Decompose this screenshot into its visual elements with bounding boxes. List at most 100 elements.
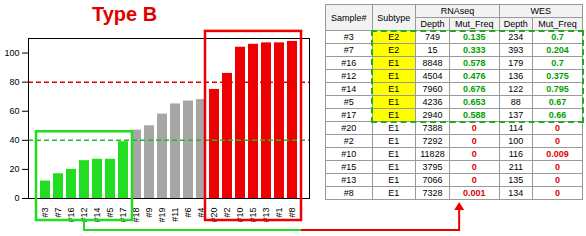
html-text:#13: #13 bbox=[341, 175, 357, 185]
html-text:0.333: 0.333 bbox=[463, 45, 486, 55]
html-text:15: 15 bbox=[427, 45, 438, 55]
html-text:E1: E1 bbox=[388, 175, 400, 185]
html-text:88: 88 bbox=[510, 97, 521, 107]
html-text:0: 0 bbox=[555, 123, 560, 133]
html-text:#14: #14 bbox=[341, 84, 357, 94]
html-text:Mut_Freq: Mut_Freq bbox=[538, 19, 577, 29]
html-text:0.676: 0.676 bbox=[463, 84, 486, 94]
html-text:0: 0 bbox=[471, 175, 477, 185]
html-text:RNAseq: RNAseq bbox=[440, 6, 475, 16]
html-text:Depth: Depth bbox=[503, 19, 528, 29]
html-text:#20: #20 bbox=[341, 123, 357, 133]
svg-text:#4: #4 bbox=[196, 207, 207, 218]
svg-text:#7: #7 bbox=[53, 208, 63, 218]
html-text:7388: 7388 bbox=[422, 123, 443, 133]
html-text:E1: E1 bbox=[388, 123, 400, 133]
html-text:114: 114 bbox=[508, 123, 523, 133]
html-text:749: 749 bbox=[424, 32, 440, 42]
svg-text:#1: #1 bbox=[274, 208, 284, 218]
svg-text:60: 60 bbox=[9, 106, 19, 116]
svg-text:#11: #11 bbox=[170, 208, 180, 222]
html-text:Sample#: Sample# bbox=[331, 12, 367, 23]
html-text:0: 0 bbox=[471, 162, 477, 172]
html-text:0.7: 0.7 bbox=[551, 58, 564, 68]
html-text:135: 135 bbox=[508, 175, 524, 185]
html-text:#3: #3 bbox=[343, 32, 354, 42]
html-text:E2: E2 bbox=[388, 45, 400, 55]
html-text:#2: #2 bbox=[343, 136, 354, 146]
html-text:4504: 4504 bbox=[422, 71, 443, 81]
html-text:Mut_Freq: Mut_Freq bbox=[455, 19, 494, 29]
html-text:#12: #12 bbox=[341, 71, 357, 81]
svg-text:80: 80 bbox=[9, 77, 19, 87]
html-text:122: 122 bbox=[508, 84, 524, 94]
html-text:#17: #17 bbox=[341, 110, 357, 120]
svg-text:#5: #5 bbox=[105, 208, 115, 218]
html-text:WES: WES bbox=[530, 6, 552, 16]
html-text:E1: E1 bbox=[388, 188, 400, 198]
html-text:0: 0 bbox=[471, 136, 477, 146]
html-text:0.653: 0.653 bbox=[463, 97, 486, 107]
html-text:136: 136 bbox=[508, 71, 524, 81]
html-text:100: 100 bbox=[508, 136, 524, 146]
html-text:E1: E1 bbox=[388, 71, 400, 81]
html-text:7292: 7292 bbox=[422, 136, 443, 146]
html-text:3795: 3795 bbox=[422, 162, 443, 172]
html-text:0.009: 0.009 bbox=[546, 149, 569, 159]
html-text:0.204: 0.204 bbox=[546, 45, 569, 55]
svg-text:40: 40 bbox=[9, 135, 19, 145]
html-text:E1: E1 bbox=[388, 136, 400, 146]
html-text:0.67: 0.67 bbox=[548, 97, 567, 107]
html-text:#15: #15 bbox=[341, 162, 357, 172]
html-text:0.795: 0.795 bbox=[546, 84, 569, 94]
html-text:7960: 7960 bbox=[422, 84, 443, 94]
html-text:E2: E2 bbox=[388, 32, 400, 42]
html-text:E1: E1 bbox=[388, 110, 400, 120]
html-text:4236: 4236 bbox=[422, 97, 443, 107]
svg-text:#6: #6 bbox=[183, 208, 193, 218]
html-text:E1: E1 bbox=[388, 162, 400, 172]
html-text:116: 116 bbox=[508, 149, 523, 159]
html-text:393: 393 bbox=[508, 45, 524, 55]
html-text:Type B: Type B bbox=[92, 3, 158, 25]
svg-text:20: 20 bbox=[9, 164, 19, 174]
svg-text:0: 0 bbox=[14, 193, 19, 203]
html-text:0: 0 bbox=[471, 123, 477, 133]
html-text:0.375: 0.375 bbox=[546, 71, 569, 81]
html-text:0.135: 0.135 bbox=[463, 32, 486, 42]
html-text:0.001: 0.001 bbox=[463, 188, 486, 198]
html-text:Subtype: Subtype bbox=[377, 12, 411, 23]
html-text:2940: 2940 bbox=[422, 110, 443, 120]
html-text:0.476: 0.476 bbox=[463, 71, 486, 81]
html-text:0: 0 bbox=[471, 149, 477, 159]
html-text:#16: #16 bbox=[341, 58, 357, 68]
svg-text:#9: #9 bbox=[144, 208, 154, 218]
html-text:Depth: Depth bbox=[420, 19, 445, 29]
html-text:11828: 11828 bbox=[420, 149, 445, 159]
html-text:234: 234 bbox=[508, 32, 524, 42]
svg-text:100: 100 bbox=[4, 48, 19, 58]
html-text:211: 211 bbox=[508, 162, 523, 172]
html-text:0.7: 0.7 bbox=[551, 32, 564, 42]
html-text:134: 134 bbox=[508, 188, 524, 198]
html-text:E1: E1 bbox=[388, 84, 400, 94]
html-text:E1: E1 bbox=[388, 149, 400, 159]
html-text:7328: 7328 bbox=[422, 188, 443, 198]
html-text:E1: E1 bbox=[388, 97, 400, 107]
html-text:0.66: 0.66 bbox=[548, 110, 567, 120]
html-text:#8: #8 bbox=[343, 188, 354, 198]
html-text:0.578: 0.578 bbox=[463, 58, 486, 68]
html-text:8848: 8848 bbox=[422, 58, 443, 68]
html-text:E1: E1 bbox=[388, 58, 400, 68]
html-text:#10: #10 bbox=[341, 149, 357, 159]
svg-text:#8: #8 bbox=[287, 208, 297, 218]
html-text:137: 137 bbox=[508, 110, 524, 120]
svg-text:#19: #19 bbox=[157, 208, 167, 223]
html-text:179: 179 bbox=[508, 58, 524, 68]
html-text:#5: #5 bbox=[343, 97, 354, 107]
html-text:#7: #7 bbox=[343, 45, 354, 55]
html-text:7066: 7066 bbox=[422, 175, 443, 185]
html-text:0.588: 0.588 bbox=[463, 110, 486, 120]
svg-text:#2: #2 bbox=[222, 208, 232, 218]
svg-text:#3: #3 bbox=[40, 208, 50, 218]
